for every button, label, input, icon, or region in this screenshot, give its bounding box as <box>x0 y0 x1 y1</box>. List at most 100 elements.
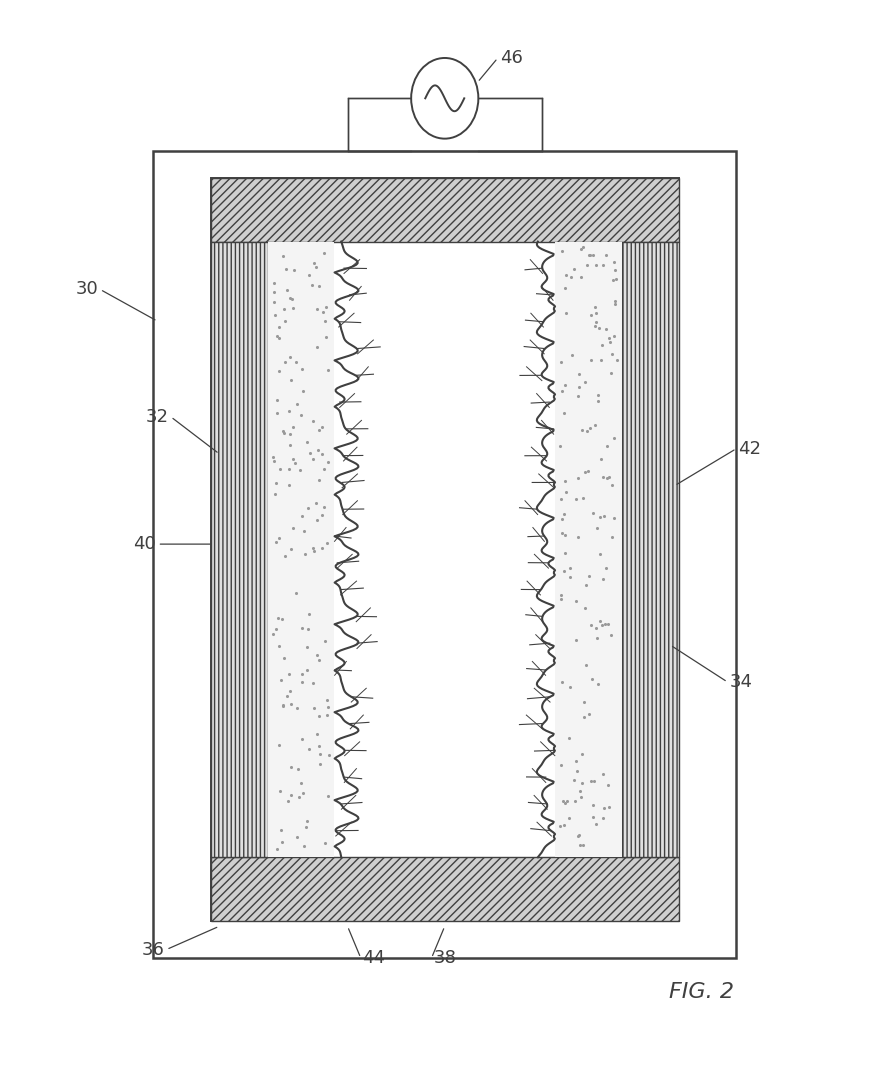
Point <box>554 757 568 774</box>
Point <box>283 683 297 700</box>
Point <box>589 519 604 536</box>
Point <box>607 296 621 313</box>
Point <box>272 330 286 347</box>
Text: 44: 44 <box>363 949 385 967</box>
Point <box>293 407 308 424</box>
Point <box>557 794 572 811</box>
Bar <box>211 178 678 241</box>
Point <box>286 418 300 435</box>
Point <box>576 239 590 256</box>
Point <box>285 300 300 317</box>
Point <box>600 437 614 455</box>
Point <box>282 665 296 682</box>
Point <box>272 363 286 380</box>
Point <box>294 620 308 637</box>
Point <box>598 560 613 577</box>
Point <box>556 792 570 809</box>
Point <box>316 498 331 515</box>
Point <box>604 477 618 494</box>
Point <box>573 789 588 806</box>
Point <box>267 274 281 291</box>
Point <box>581 463 595 480</box>
Point <box>565 346 579 363</box>
Point <box>592 612 606 630</box>
Point <box>604 365 618 382</box>
Point <box>316 507 330 524</box>
Point <box>319 299 333 316</box>
Point <box>605 346 619 363</box>
Point <box>284 290 298 307</box>
Point <box>272 637 286 654</box>
Point <box>289 354 303 371</box>
Point <box>304 276 318 293</box>
Point <box>282 403 296 420</box>
Point <box>557 544 572 561</box>
Point <box>590 675 605 692</box>
Point <box>301 740 316 758</box>
Point <box>271 609 285 626</box>
Point <box>284 371 298 388</box>
Bar <box>268 241 334 857</box>
Point <box>559 304 573 321</box>
Point <box>276 650 291 667</box>
Point <box>599 246 613 264</box>
Point <box>279 282 293 299</box>
Point <box>553 437 567 455</box>
Point <box>581 705 596 722</box>
Point <box>585 504 599 521</box>
Point <box>563 678 577 695</box>
Text: 42: 42 <box>738 440 761 458</box>
Point <box>562 569 576 586</box>
Point <box>311 472 325 489</box>
Point <box>599 469 613 487</box>
Bar <box>153 152 736 958</box>
Point <box>309 647 324 664</box>
Point <box>564 269 578 286</box>
Point <box>591 319 605 336</box>
Point <box>311 442 325 459</box>
Point <box>577 464 591 481</box>
Point <box>290 395 304 412</box>
Point <box>316 304 331 321</box>
Point <box>299 818 313 835</box>
Point <box>320 706 334 723</box>
Point <box>284 291 299 308</box>
Point <box>559 793 573 810</box>
Point <box>286 261 300 278</box>
Point <box>607 292 621 309</box>
Point <box>313 746 327 763</box>
Point <box>596 765 610 782</box>
Point <box>605 528 619 545</box>
Point <box>321 787 335 805</box>
Point <box>315 539 329 556</box>
Point <box>605 272 620 289</box>
Point <box>306 539 320 556</box>
Bar <box>555 241 621 857</box>
Point <box>309 511 324 528</box>
Point <box>601 616 615 633</box>
Point <box>572 366 586 383</box>
Point <box>606 429 621 446</box>
Point <box>577 694 591 711</box>
Point <box>555 511 569 528</box>
Point <box>584 670 598 687</box>
Point <box>583 306 597 323</box>
Text: FIG. 2: FIG. 2 <box>669 982 733 1002</box>
Point <box>574 745 589 762</box>
Point <box>300 812 314 829</box>
Point <box>586 809 600 826</box>
Point <box>600 776 614 793</box>
Point <box>313 755 327 773</box>
Point <box>596 256 610 273</box>
Point <box>555 242 569 259</box>
Point <box>566 771 581 789</box>
Point <box>295 383 309 400</box>
Point <box>269 392 284 409</box>
Point <box>277 547 292 564</box>
Point <box>574 421 589 439</box>
Point <box>569 762 583 779</box>
Point <box>581 568 596 585</box>
Point <box>300 499 315 516</box>
Point <box>588 416 602 433</box>
Point <box>271 530 285 547</box>
